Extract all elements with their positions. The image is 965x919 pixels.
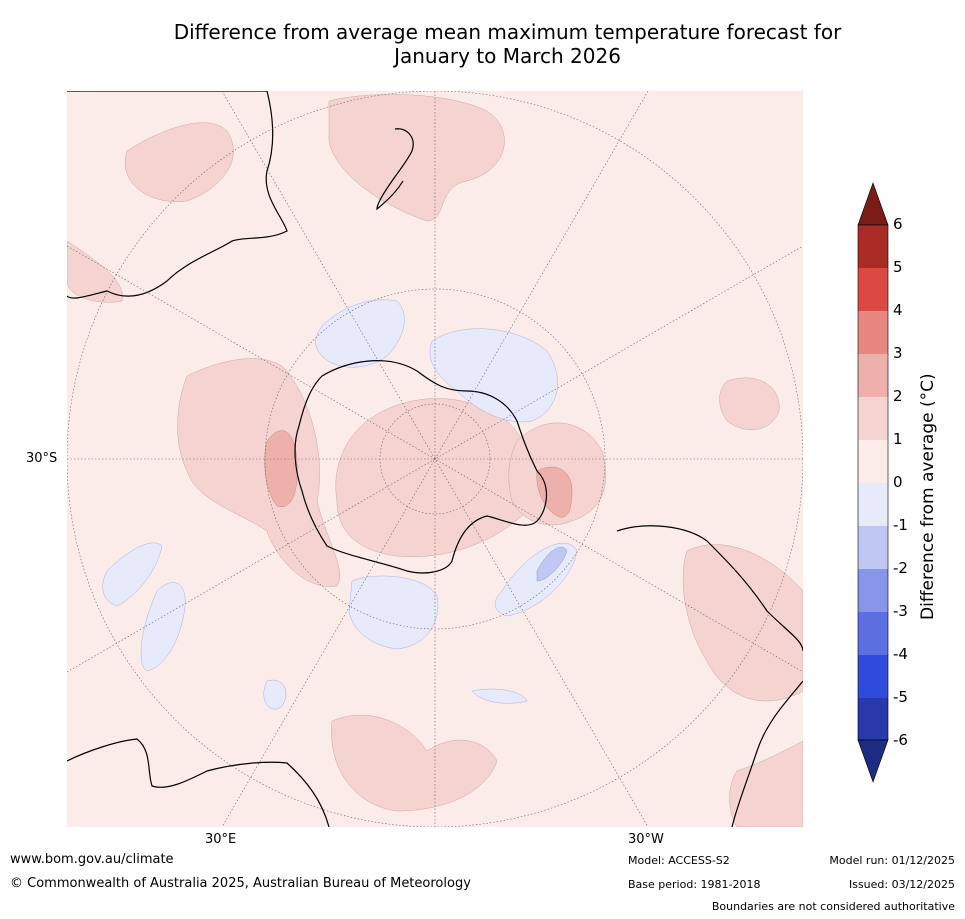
polar-map [67,91,803,827]
colorbar [857,182,889,783]
antarctica-coastline [294,360,547,574]
lon-label-30w: 30°W [628,832,664,847]
anomaly-patch [328,94,505,222]
footer-copyright: © Commonwealth of Australia 2025, Austra… [10,876,471,891]
colorbar-tick: -2 [893,559,908,577]
issued-date: Issued: 03/12/2025 [848,878,955,891]
anomaly-patch [124,122,234,202]
colorbar-segment [858,311,888,354]
graticule [67,91,803,827]
lat-label-30s: 30°S [26,451,58,466]
anomaly-patch [331,714,498,812]
colorbar-tick: 5 [893,258,903,276]
australia-coastline [67,91,288,299]
colorbar-segment [858,397,888,440]
colorbar-tick: -1 [893,516,908,534]
disclaimer: Boundaries are not considered authoritat… [711,900,955,913]
anomaly-patch [140,582,186,672]
anomaly-cool-medium [536,546,568,582]
map-title: Difference from average mean maximum tem… [60,20,955,68]
anomaly-patch [177,358,340,587]
anomaly-warm-light [67,94,803,827]
model-run: Model run: 01/12/2025 [829,854,955,867]
colorbar-segment [858,612,888,655]
colorbar-tick: 1 [893,430,903,448]
colorbar-tick: -6 [893,731,908,749]
anomaly-patch [729,740,803,827]
model-name: Model: ACCESS-S2 [628,854,730,867]
latitude-circle [264,288,606,630]
colorbar-extend-bottom [857,739,889,783]
base-period: Base period: 1981-2018 [628,878,761,891]
colorbar-segment [858,268,888,311]
map-title-line1: Difference from average mean maximum tem… [173,20,842,44]
colorbar-segment [858,569,888,612]
colorbar-segment [858,698,888,740]
colorbar-segment [858,655,888,698]
anomaly-patch [719,377,780,430]
colorbar-tick: 2 [893,387,903,405]
footer-url[interactable]: www.bom.gov.au/climate [10,852,174,867]
colorbar-tick: 3 [893,344,903,362]
new-zealand-coastline [376,128,414,211]
anomaly-patch [471,688,528,704]
colorbar-frame [857,224,889,741]
colorbar-segment [858,225,888,268]
south-america-coastline [616,525,803,827]
colorbar-segment [858,526,888,569]
anomaly-patch [264,430,298,508]
anomaly-patch [348,575,439,650]
map-title-line2: January to March 2026 [394,44,621,68]
anomaly-cool-light [102,299,578,710]
colorbar-segment [858,354,888,397]
colorbar-tick: 4 [893,301,903,319]
lon-label-30e: 30°E [205,832,237,847]
colorbar-tick: 6 [893,215,903,233]
colorbar-tick: 0 [893,473,903,491]
anomaly-patch [315,299,405,368]
colorbar-segment [858,483,888,526]
anomaly-patch [102,542,163,607]
colorbar-tick: -3 [893,602,908,620]
anomaly-patch [263,679,287,710]
africa-coastline [67,738,330,827]
anomaly-patch [682,544,803,702]
anomaly-patch [67,240,123,303]
anomaly-patch [429,328,558,423]
colorbar-tick: -4 [893,645,908,663]
colorbar-label: Difference from average (°C) [918,373,938,620]
coastlines [67,91,803,827]
colorbar-segment [858,440,888,483]
colorbar-extend-top [857,182,889,226]
colorbar-tick: -5 [893,688,908,706]
